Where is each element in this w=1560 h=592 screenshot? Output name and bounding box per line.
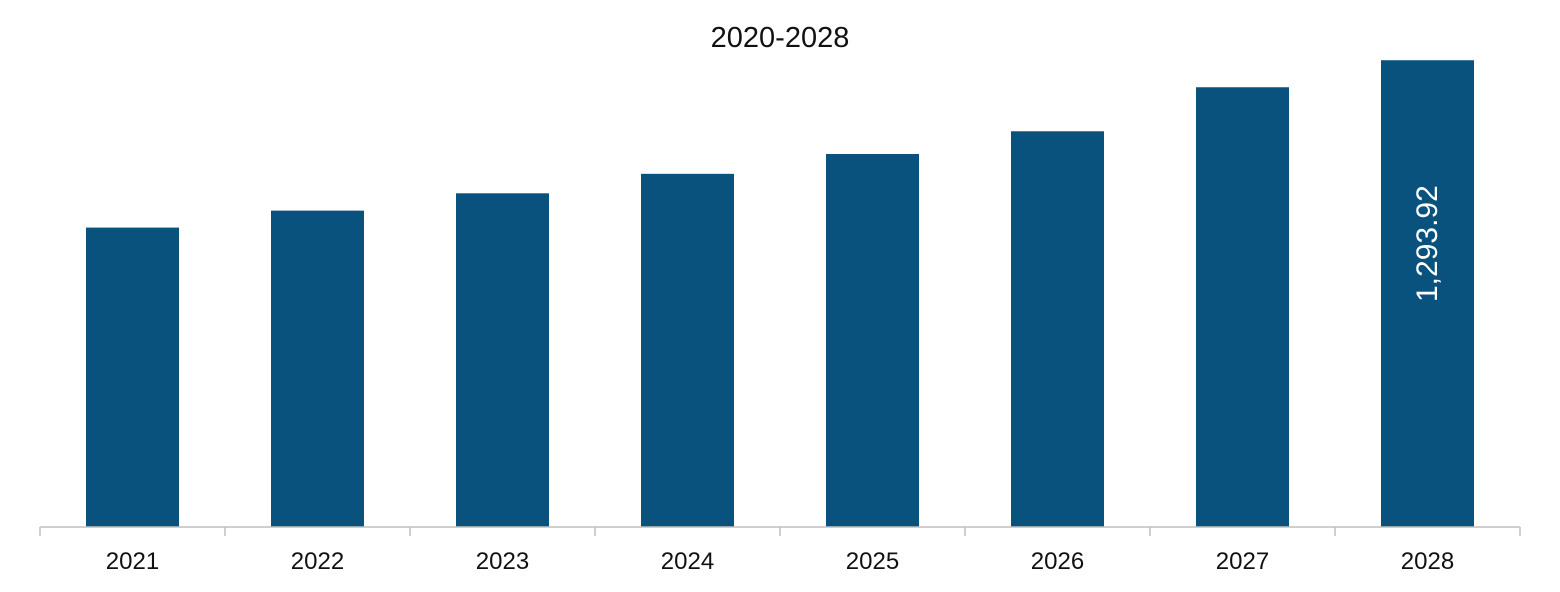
x-tick-label-2023: 2023 xyxy=(476,548,529,575)
bar-2021 xyxy=(86,227,179,527)
bar-2028 xyxy=(1381,60,1474,527)
bar-2022 xyxy=(271,210,364,527)
x-tick-label-2027: 2027 xyxy=(1216,548,1269,575)
bar-2026 xyxy=(1011,131,1104,528)
x-tick-label-2024: 2024 xyxy=(661,548,714,575)
bar-2025 xyxy=(826,153,919,527)
data-label-2028: 1,293.92 xyxy=(1411,185,1444,302)
x-tick-label-2025: 2025 xyxy=(846,548,899,575)
bar-2023 xyxy=(456,193,549,527)
x-tick-label-2028: 2028 xyxy=(1401,548,1454,575)
bars-layer xyxy=(86,60,1474,528)
labels-layer: 2021 2022 2023 2024 2025 2026 2027 1,293.92 2028 xyxy=(106,185,1454,575)
x-tick-label-2022: 2022 xyxy=(291,548,344,575)
bar-2027 xyxy=(1196,87,1289,528)
bar-2024 xyxy=(641,173,734,527)
x-axis xyxy=(39,526,1521,536)
x-tick-label-2021: 2021 xyxy=(106,548,159,575)
x-tick-label-2026: 2026 xyxy=(1031,548,1084,575)
chart-title: 2020-2028 xyxy=(710,22,850,54)
